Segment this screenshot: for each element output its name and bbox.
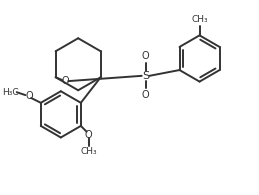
Text: O: O — [142, 51, 149, 61]
Text: CH₃: CH₃ — [80, 147, 97, 156]
Text: O: O — [142, 90, 149, 100]
Text: S: S — [142, 71, 149, 81]
Text: CH₃: CH₃ — [191, 15, 208, 24]
Text: O: O — [85, 130, 92, 140]
Text: O: O — [25, 91, 33, 101]
Text: H₃C: H₃C — [2, 88, 19, 97]
Text: O: O — [61, 76, 69, 86]
